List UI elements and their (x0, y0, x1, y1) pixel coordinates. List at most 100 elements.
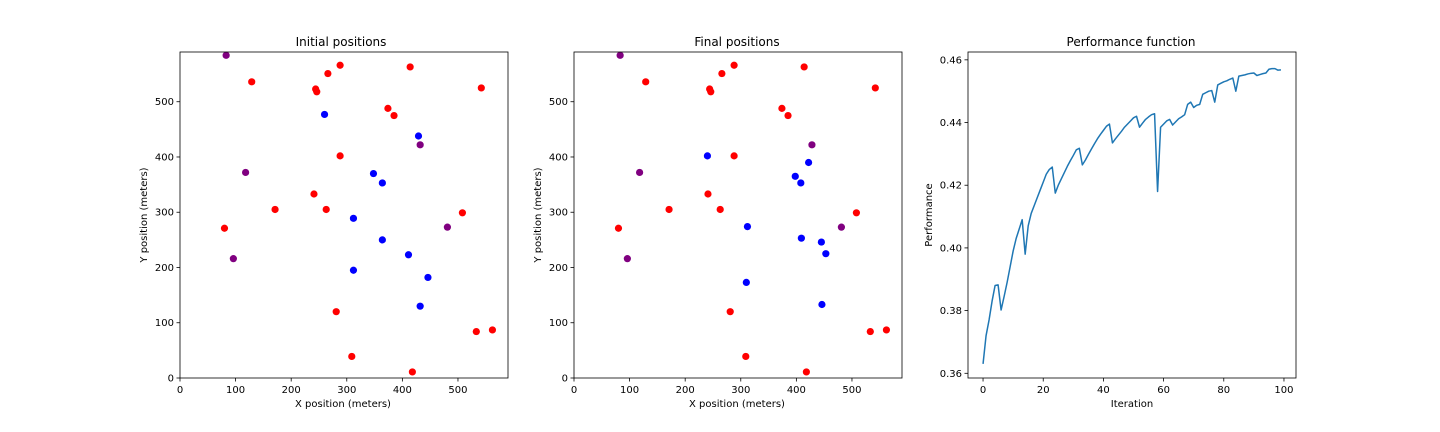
y-tick-label: 0.36 (940, 369, 962, 380)
blue-node-point (378, 236, 386, 244)
red-node-point (718, 69, 726, 78)
red-node-point (704, 190, 712, 198)
red-node-point (726, 308, 734, 316)
red-node-point (802, 368, 810, 376)
initial-positions-axes-frame (179, 51, 509, 379)
purple-node-point (443, 223, 452, 231)
red-node-point (248, 78, 256, 86)
red-node-point (313, 88, 321, 96)
blue-node-point (349, 266, 358, 274)
red-node-point (220, 224, 229, 232)
y-tick-label: 400 (549, 152, 568, 163)
y-tick-label: 500 (155, 97, 174, 108)
performance-ylabel: Performance (924, 183, 935, 246)
y-tick-label: 0.40 (940, 243, 962, 254)
final-positions-ticks: 0 100 200 300 400 500 0 100 200 300 400 500 (549, 97, 862, 396)
red-node-point (800, 63, 808, 71)
y-tick-label: 300 (549, 208, 568, 219)
x-tick-label: 200 (676, 385, 695, 396)
blue-node-point (320, 110, 329, 119)
red-node-point (730, 61, 738, 69)
red-node-point (784, 111, 792, 120)
red-node-point (852, 209, 861, 217)
red-node-point (390, 111, 398, 120)
purple-node-point (616, 51, 624, 59)
blue-node-point (817, 238, 825, 246)
x-tick-label: 40 (1097, 385, 1110, 396)
x-tick-label: 20 (1037, 385, 1050, 396)
red-node-point (642, 78, 650, 86)
initial-positions-xlabel: X position (meters) (295, 399, 391, 410)
red-node-point (882, 326, 891, 334)
x-tick-label: 300 (731, 385, 750, 396)
x-tick-label: 400 (787, 385, 806, 396)
initial-positions-panel: Initial positions X position (meters) Y … (139, 35, 509, 410)
red-node-point (665, 205, 673, 214)
y-tick-label: 400 (155, 152, 174, 163)
blue-node-point (424, 273, 432, 282)
red-node-point (477, 84, 485, 92)
blue-node-point (369, 169, 378, 178)
purple-node-point (222, 51, 230, 59)
initial-positions-ylabel: Y position (meters) (139, 167, 150, 263)
red-node-point (406, 63, 414, 71)
y-tick-label: 0 (562, 374, 568, 385)
blue-node-point (349, 214, 358, 222)
x-tick-label: 0 (177, 385, 183, 396)
y-tick-label: 0.46 (940, 55, 962, 66)
initial-positions-title: Initial positions (296, 35, 387, 49)
blue-node-point (791, 172, 799, 180)
y-tick-label: 100 (155, 318, 174, 329)
y-tick-label: 0 (168, 374, 174, 385)
performance-line-group (982, 67, 1282, 364)
purple-node-point (623, 255, 631, 263)
performance-ticks: 0 20 40 60 80 100 0.36 0.38 0.40 0.42 0.44 0.46 (940, 55, 1294, 396)
red-node-point (866, 327, 874, 336)
red-node-point (742, 352, 750, 361)
red-node-point (472, 327, 480, 336)
performance-panel: Performance function Iteration Performan… (924, 35, 1297, 410)
purple-node-point (242, 168, 250, 177)
x-tick-label: 100 (226, 385, 245, 396)
performance-xlabel: Iteration (1111, 399, 1153, 410)
x-tick-label: 100 (620, 385, 639, 396)
red-node-point (778, 104, 786, 112)
x-tick-label: 80 (1217, 385, 1230, 396)
red-node-point (336, 61, 344, 69)
x-tick-label: 0 (980, 385, 986, 396)
y-tick-label: 500 (549, 97, 568, 108)
final-positions-ylabel: Y position (meters) (533, 167, 544, 263)
blue-node-point (743, 223, 752, 231)
red-node-point (871, 84, 879, 92)
y-tick-label: 100 (549, 318, 568, 329)
final-positions-panel: Final positions X position (meters) Y po… (533, 35, 903, 410)
blue-node-point (404, 251, 413, 259)
purple-node-point (837, 223, 846, 231)
blue-node-point (797, 234, 805, 242)
x-tick-label: 60 (1157, 385, 1170, 396)
x-tick-label: 100 (1274, 385, 1293, 396)
final-positions-points (614, 51, 891, 376)
purple-node-point (416, 141, 424, 149)
y-tick-label: 200 (549, 263, 568, 274)
blue-node-point (703, 152, 712, 160)
red-node-point (324, 69, 332, 78)
y-tick-label: 300 (155, 208, 174, 219)
blue-node-point (797, 179, 805, 187)
red-node-point (488, 326, 497, 334)
blue-node-point (414, 132, 423, 140)
blue-node-point (805, 158, 813, 167)
red-node-point (348, 352, 356, 361)
purple-node-point (636, 168, 644, 177)
blue-node-point (378, 179, 386, 187)
y-tick-label: 0.38 (940, 306, 962, 317)
red-node-point (458, 209, 467, 217)
y-tick-label: 200 (155, 263, 174, 274)
red-node-point (730, 152, 738, 160)
x-tick-label: 400 (393, 385, 412, 396)
purple-node-point (229, 255, 237, 263)
performance-axes-frame (967, 51, 1297, 379)
x-tick-label: 0 (571, 385, 577, 396)
